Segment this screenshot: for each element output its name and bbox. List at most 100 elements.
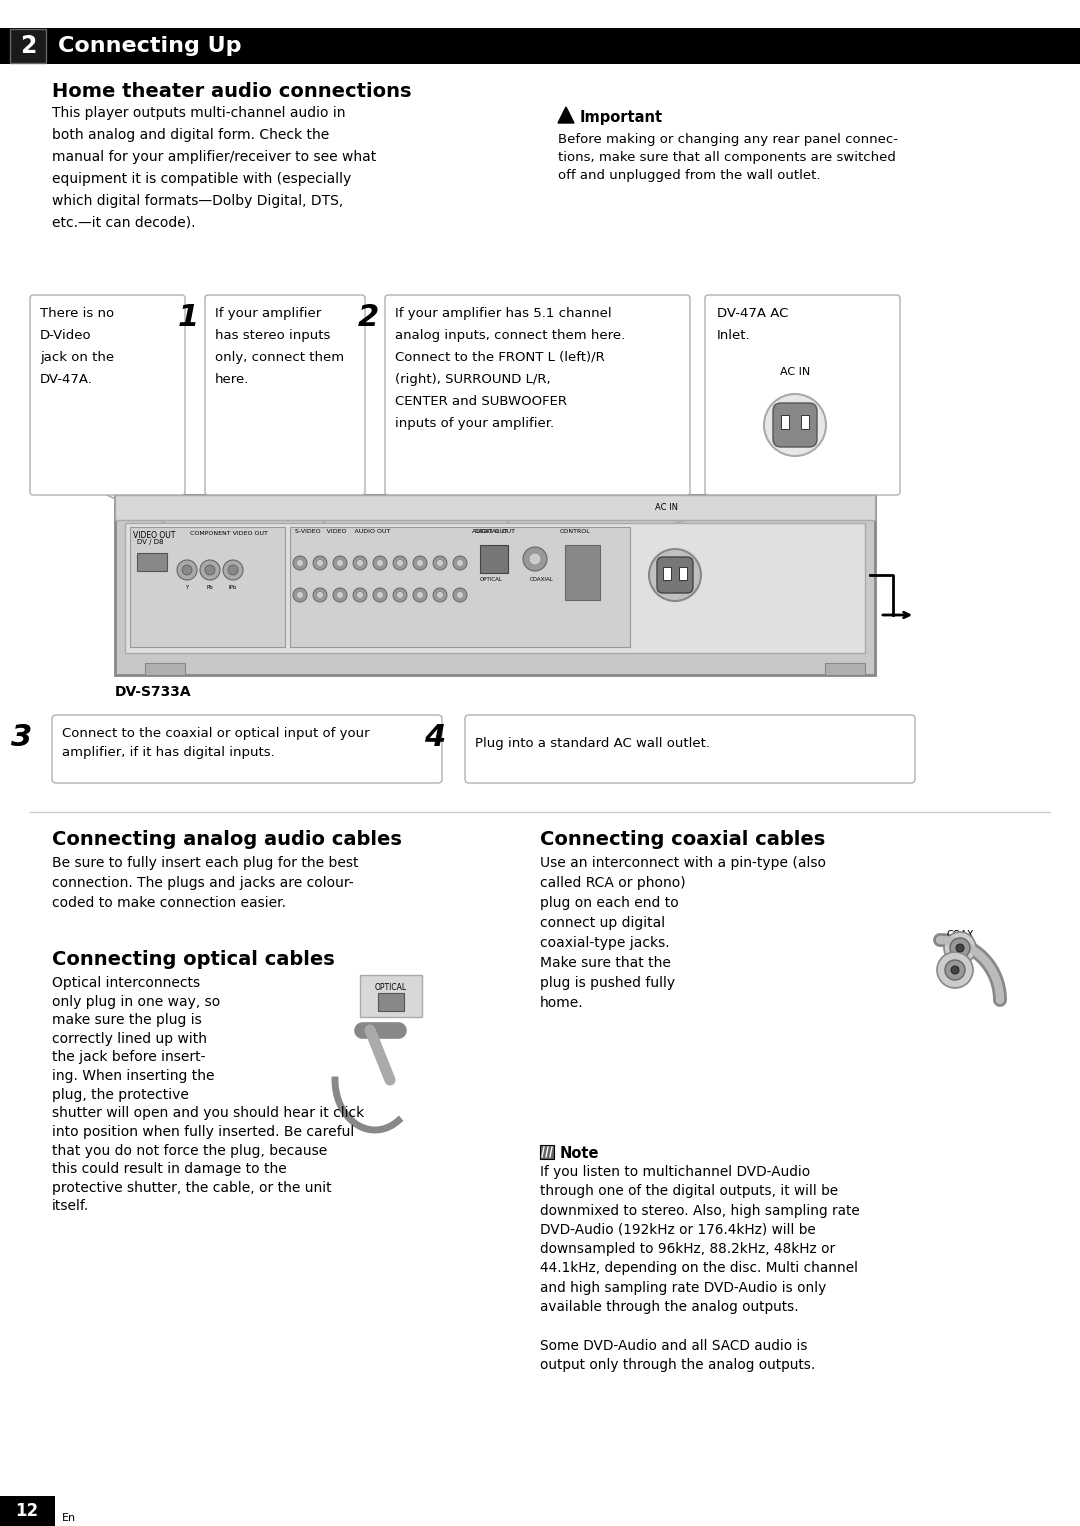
Circle shape <box>413 555 427 571</box>
Circle shape <box>373 588 387 601</box>
FancyBboxPatch shape <box>360 975 422 1016</box>
Text: This player outputs multi-channel audio in: This player outputs multi-channel audio … <box>52 105 346 121</box>
Text: Important: Important <box>580 110 663 125</box>
Circle shape <box>377 592 383 598</box>
FancyBboxPatch shape <box>0 1495 55 1526</box>
FancyBboxPatch shape <box>663 568 671 580</box>
Circle shape <box>333 555 347 571</box>
Text: There is no: There is no <box>40 307 114 320</box>
FancyBboxPatch shape <box>205 295 365 494</box>
Text: Use an interconnect with a pin-type (also
called RCA or phono)
plug on each end : Use an interconnect with a pin-type (als… <box>540 856 826 1010</box>
Circle shape <box>293 588 307 601</box>
Text: OPTICAL: OPTICAL <box>375 983 407 992</box>
Text: 2: 2 <box>19 34 37 58</box>
Circle shape <box>945 960 966 980</box>
Text: 3: 3 <box>11 723 32 752</box>
Text: If your amplifier has 5.1 channel: If your amplifier has 5.1 channel <box>395 307 611 320</box>
Text: DV-S733A: DV-S733A <box>114 685 191 699</box>
FancyBboxPatch shape <box>480 545 508 572</box>
FancyBboxPatch shape <box>705 295 900 494</box>
Circle shape <box>944 932 976 964</box>
Text: has stereo inputs: has stereo inputs <box>215 330 330 342</box>
Text: tions, make sure that all components are switched: tions, make sure that all components are… <box>558 151 896 163</box>
FancyBboxPatch shape <box>781 415 789 429</box>
FancyBboxPatch shape <box>657 557 693 594</box>
Circle shape <box>228 565 238 575</box>
Text: DV-47A.: DV-47A. <box>40 372 93 386</box>
Circle shape <box>393 588 407 601</box>
Text: CONTROL: CONTROL <box>561 530 591 534</box>
FancyBboxPatch shape <box>137 552 167 571</box>
Text: Connecting optical cables: Connecting optical cables <box>52 951 335 969</box>
Text: here.: here. <box>215 372 249 386</box>
Circle shape <box>396 560 404 566</box>
Text: Inlet.: Inlet. <box>717 330 751 342</box>
FancyBboxPatch shape <box>52 716 442 783</box>
Text: which digital formats—Dolby Digital, DTS,: which digital formats—Dolby Digital, DTS… <box>52 194 343 208</box>
Text: inputs of your amplifier.: inputs of your amplifier. <box>395 417 554 430</box>
Ellipse shape <box>764 394 826 456</box>
Text: only, connect them: only, connect them <box>215 351 345 365</box>
Text: OPTICAL: OPTICAL <box>480 577 503 581</box>
Circle shape <box>333 588 347 601</box>
Text: Plug into a standard AC wall outlet.: Plug into a standard AC wall outlet. <box>475 737 710 749</box>
FancyBboxPatch shape <box>114 494 875 520</box>
Ellipse shape <box>649 549 701 601</box>
FancyBboxPatch shape <box>125 523 865 653</box>
Circle shape <box>353 555 367 571</box>
Text: equipment it is compatible with (especially: equipment it is compatible with (especia… <box>52 172 351 186</box>
Text: Before making or changing any rear panel connec-: Before making or changing any rear panel… <box>558 133 897 146</box>
Text: IPb: IPb <box>229 584 238 591</box>
Circle shape <box>316 560 324 566</box>
Circle shape <box>413 588 427 601</box>
Circle shape <box>205 565 215 575</box>
Circle shape <box>453 588 467 601</box>
Text: Home theater audio connections: Home theater audio connections <box>52 82 411 101</box>
Text: COMPONENT VIDEO OUT: COMPONENT VIDEO OUT <box>190 531 268 536</box>
FancyBboxPatch shape <box>10 29 46 63</box>
Circle shape <box>956 945 964 952</box>
Text: CENTER and SUBWOOFER: CENTER and SUBWOOFER <box>395 395 567 407</box>
Text: Optical interconnects
only plug in one way, so
make sure the plug is
correctly l: Optical interconnects only plug in one w… <box>52 977 364 1213</box>
Circle shape <box>393 555 407 571</box>
Text: jack on the: jack on the <box>40 351 114 365</box>
Circle shape <box>356 560 364 566</box>
Text: Connecting coaxial cables: Connecting coaxial cables <box>540 830 825 848</box>
Circle shape <box>436 592 444 598</box>
Circle shape <box>396 592 404 598</box>
Circle shape <box>293 555 307 571</box>
Circle shape <box>222 560 243 580</box>
FancyBboxPatch shape <box>378 993 404 1012</box>
Circle shape <box>353 588 367 601</box>
Text: AUDIO OUT: AUDIO OUT <box>420 530 508 534</box>
Circle shape <box>950 938 970 958</box>
Text: En: En <box>62 1512 76 1523</box>
Circle shape <box>337 560 343 566</box>
Text: S-VIDEO   VIDEO    AUDIO OUT: S-VIDEO VIDEO AUDIO OUT <box>295 530 390 534</box>
Circle shape <box>313 588 327 601</box>
Circle shape <box>316 592 324 598</box>
FancyBboxPatch shape <box>825 662 865 674</box>
Circle shape <box>457 592 463 598</box>
FancyBboxPatch shape <box>114 494 875 674</box>
Text: COAXIAL: COAXIAL <box>530 577 554 581</box>
FancyBboxPatch shape <box>130 526 285 647</box>
Circle shape <box>417 560 423 566</box>
Circle shape <box>523 546 546 571</box>
Text: DV-47A AC: DV-47A AC <box>717 307 788 320</box>
Circle shape <box>297 592 303 598</box>
Text: (right), SURROUND L/R,: (right), SURROUND L/R, <box>395 372 551 386</box>
Circle shape <box>529 552 541 565</box>
Text: Note: Note <box>561 1146 599 1161</box>
Circle shape <box>377 560 383 566</box>
Text: D-Video: D-Video <box>40 330 92 342</box>
Circle shape <box>313 555 327 571</box>
Text: Be sure to fully insert each plug for the best
connection. The plugs and jacks a: Be sure to fully insert each plug for th… <box>52 856 359 909</box>
Text: etc.—it can decode).: etc.—it can decode). <box>52 217 195 230</box>
Text: Connect to the FRONT L (left)/R: Connect to the FRONT L (left)/R <box>395 351 605 365</box>
Polygon shape <box>558 107 573 124</box>
Circle shape <box>433 555 447 571</box>
FancyBboxPatch shape <box>679 568 687 580</box>
Circle shape <box>297 560 303 566</box>
Text: Connecting Up: Connecting Up <box>58 37 242 56</box>
